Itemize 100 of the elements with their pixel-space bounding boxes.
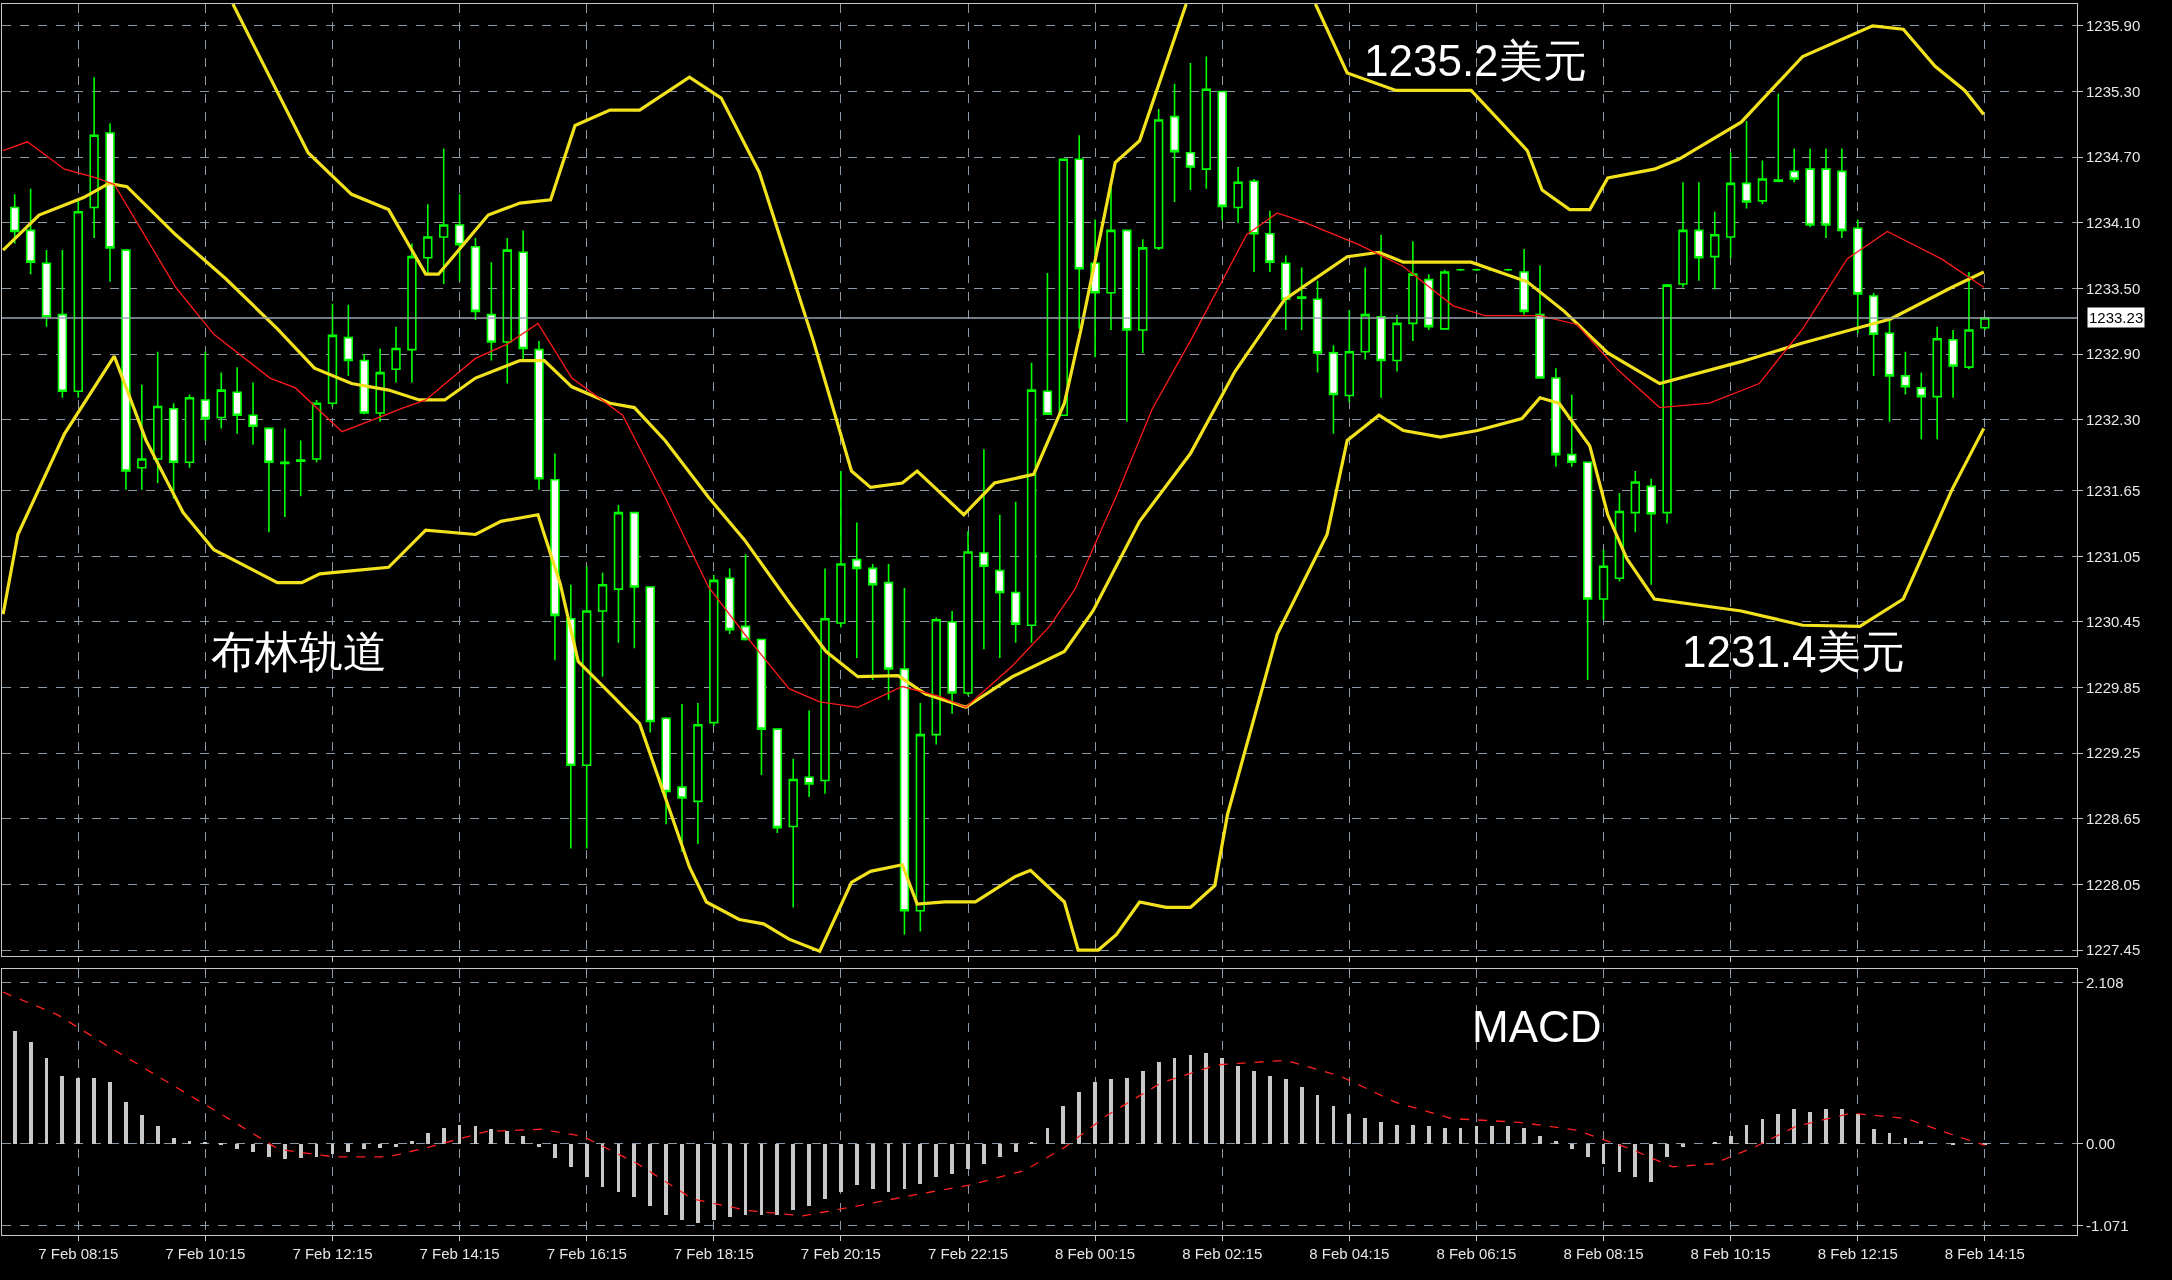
- x-tick-label: 8 Feb 00:15: [1055, 1245, 1136, 1262]
- y-tick-label: 1235.30: [2086, 82, 2141, 100]
- bar: [1713, 1142, 1717, 1145]
- candlestick: [1725, 151, 1736, 259]
- bar: [331, 1144, 334, 1155]
- candlestick: [1281, 254, 1291, 331]
- candlestick: [1074, 134, 1084, 330]
- candlestick: [502, 237, 512, 385]
- bar: [1792, 1109, 1796, 1145]
- candlestick: [1471, 267, 1482, 272]
- bar: [855, 1144, 859, 1186]
- bar: [1570, 1144, 1574, 1150]
- candlestick: [693, 702, 703, 845]
- x-tick-label: 7 Feb 18:15: [673, 1245, 754, 1262]
- bar: [1633, 1144, 1637, 1178]
- bar: [966, 1144, 970, 1170]
- candlestick: [1503, 267, 1513, 272]
- candlestick: [1805, 147, 1815, 228]
- bar: [1411, 1125, 1415, 1145]
- candlestick: [1598, 548, 1609, 621]
- bar: [267, 1144, 271, 1158]
- candlestick: [391, 325, 401, 384]
- candlestick: [296, 439, 306, 497]
- candlestick: [105, 122, 115, 283]
- bar: [1506, 1126, 1510, 1145]
- candlestick: [645, 586, 655, 734]
- candlestick: [470, 237, 481, 321]
- candlestick: [1106, 186, 1116, 331]
- candlestick: [121, 249, 131, 491]
- candlestick: [25, 188, 36, 275]
- bar: [1284, 1079, 1288, 1145]
- bar: [903, 1144, 906, 1190]
- bar: [648, 1144, 652, 1207]
- bar: [1522, 1128, 1526, 1145]
- candlestick: [1630, 470, 1640, 534]
- bar: [1316, 1095, 1319, 1145]
- candlestick: [1916, 371, 1926, 441]
- bar: [934, 1144, 938, 1178]
- bar: [664, 1144, 668, 1216]
- candlestick: [1582, 461, 1593, 681]
- candlestick: [1249, 178, 1259, 273]
- candlestick: [1757, 159, 1768, 205]
- candlestick: [1837, 147, 1847, 239]
- candlestick: [597, 571, 608, 678]
- bar: [426, 1133, 430, 1145]
- bar: [1395, 1125, 1399, 1145]
- candlestick: [1122, 229, 1132, 423]
- candlestick: [407, 242, 417, 384]
- candlestick: [995, 513, 1005, 659]
- bar: [1236, 1066, 1240, 1145]
- bar: [172, 1138, 176, 1145]
- y-tick-label: 1231.65: [2086, 481, 2141, 499]
- bar: [13, 1031, 17, 1145]
- bar: [140, 1115, 144, 1145]
- candlestick: [1296, 266, 1307, 331]
- bar: [45, 1058, 48, 1145]
- candlestick: [1408, 240, 1418, 342]
- candlestick: [1789, 147, 1799, 184]
- candlestick: [677, 703, 687, 853]
- candlestick: [756, 638, 767, 776]
- x-tick-label: 7 Feb 10:15: [165, 1245, 246, 1262]
- bar: [299, 1144, 303, 1159]
- candlestick: [1042, 272, 1053, 415]
- bar: [108, 1082, 112, 1145]
- bar: [1077, 1092, 1081, 1145]
- bar: [1602, 1144, 1605, 1165]
- candlestick: [1773, 92, 1783, 184]
- y-tick-label: -1.071: [2086, 1217, 2129, 1235]
- candlestick: [137, 383, 147, 491]
- candlestick: [518, 229, 528, 362]
- bar: [998, 1144, 1002, 1158]
- bar: [346, 1144, 350, 1153]
- candlestick: [613, 504, 624, 644]
- bar: [1252, 1071, 1256, 1145]
- bar: [1919, 1141, 1923, 1145]
- candlestick: [740, 553, 751, 642]
- annotation: MACD: [1472, 1002, 1602, 1051]
- candlestick: [629, 511, 640, 650]
- x-tick-label: 8 Feb 02:15: [1182, 1245, 1263, 1262]
- candlestick: [1948, 329, 1958, 399]
- candlestick: [661, 716, 671, 826]
- candlestick: [73, 200, 83, 399]
- candlestick: [41, 249, 52, 328]
- candlestick: [1932, 325, 1942, 441]
- bar: [712, 1144, 716, 1221]
- bar: [982, 1144, 986, 1165]
- candlestick: [852, 521, 862, 659]
- bar: [1951, 1143, 1955, 1146]
- bar: [1761, 1119, 1764, 1145]
- candlestick: [836, 470, 846, 629]
- y-tick-label: 1235.90: [2086, 17, 2141, 35]
- candlestick: [1138, 238, 1148, 354]
- ref-line-label: 1233.23: [2089, 309, 2144, 326]
- y-tick-label: 1229.85: [2086, 678, 2141, 696]
- bar: [744, 1144, 747, 1216]
- candlestick: [1376, 233, 1386, 399]
- y-tick-label: 1234.10: [2086, 214, 2141, 231]
- candlestick: [248, 381, 258, 446]
- x-tick-label: 8 Feb 12:15: [1817, 1245, 1898, 1262]
- bar: [458, 1125, 461, 1145]
